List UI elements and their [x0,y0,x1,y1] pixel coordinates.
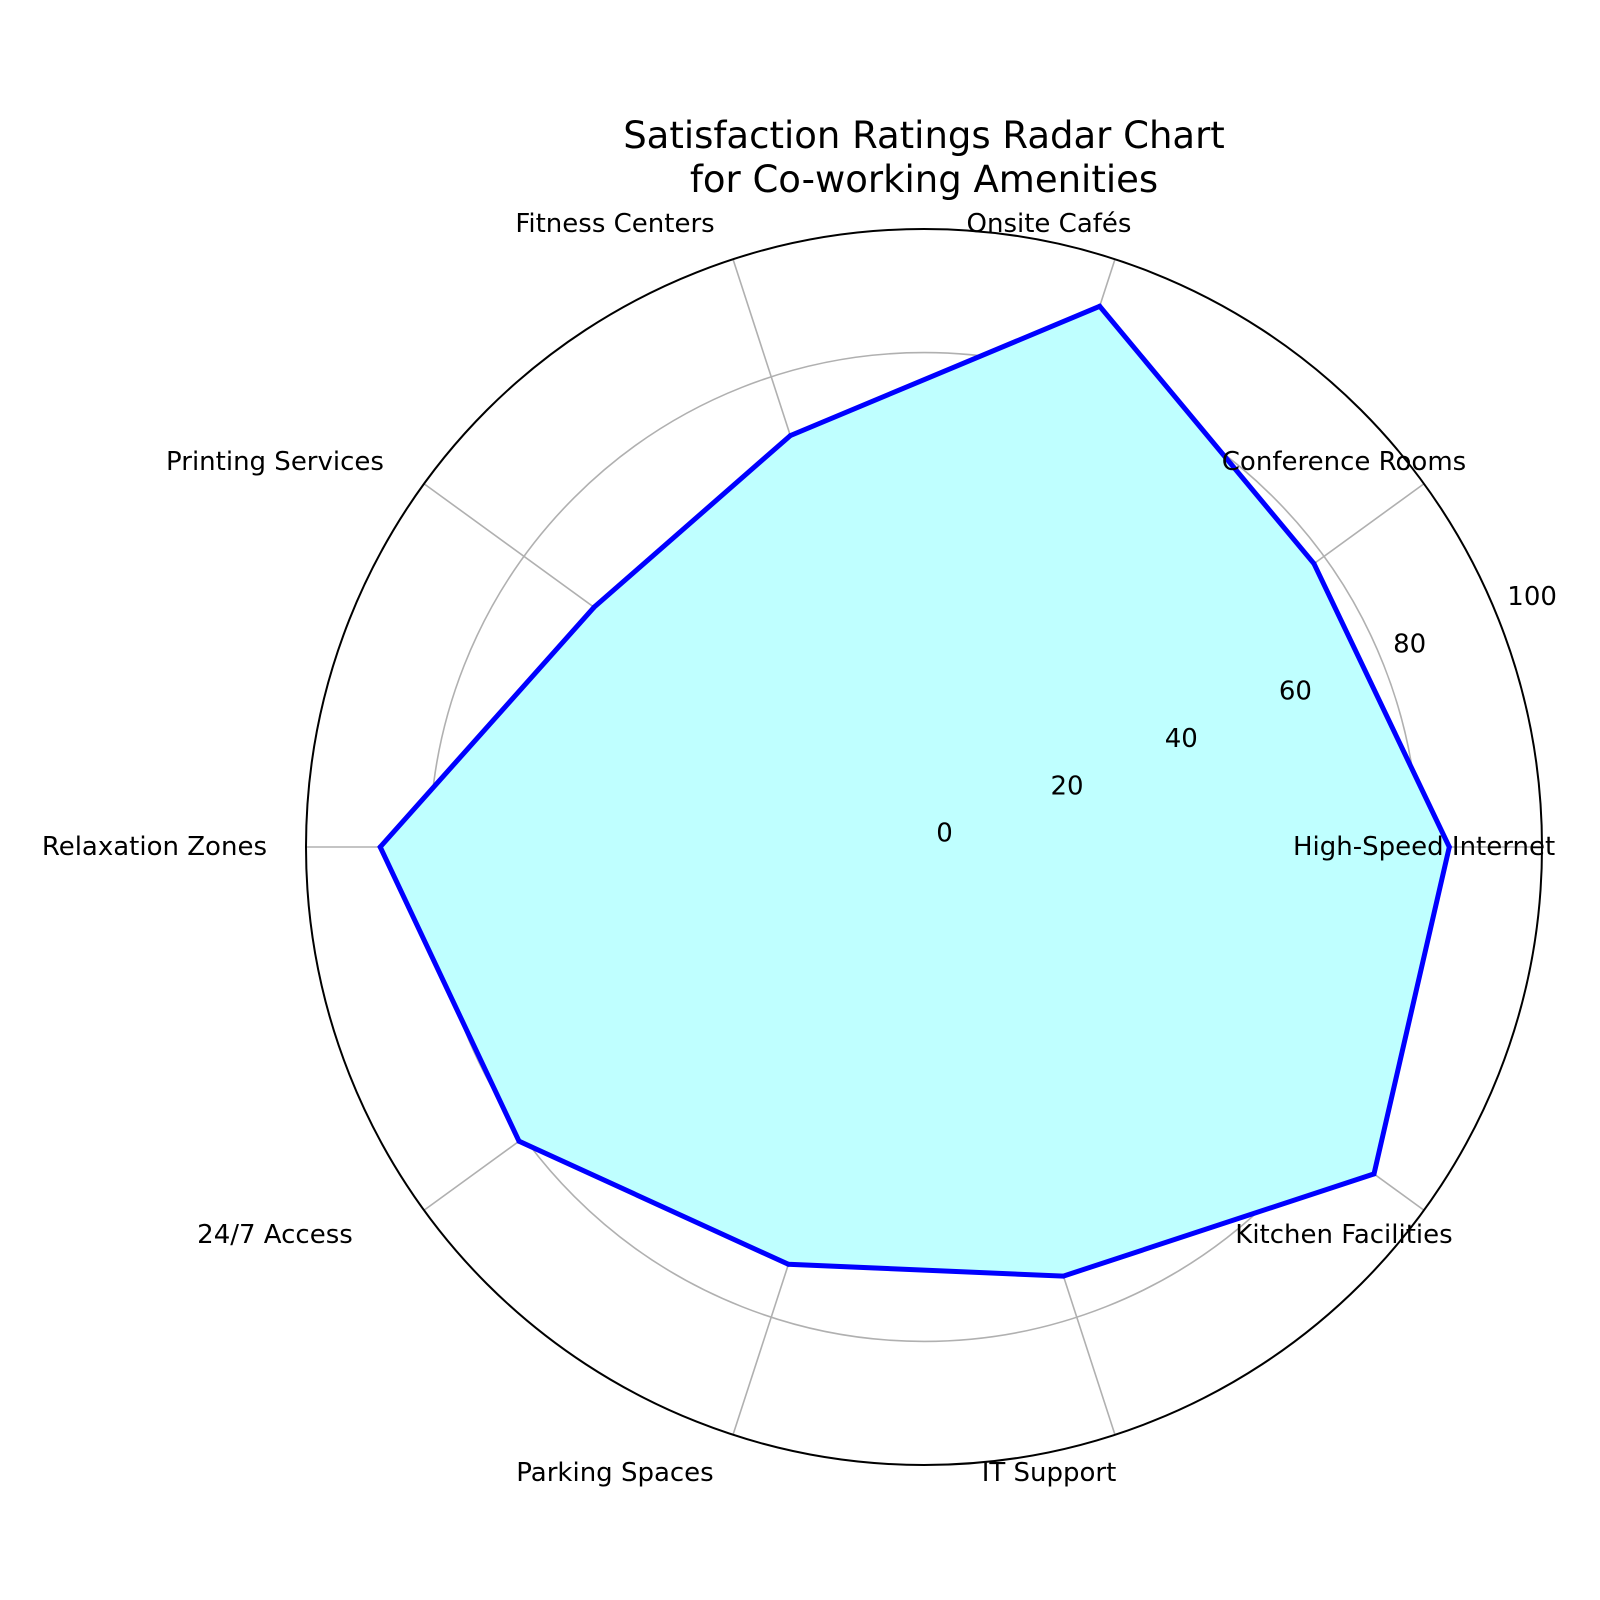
radar-labels: High-Speed Internet Conference Rooms Onsit… [42,209,1557,1488]
radial-tick-label: 0 [936,819,953,849]
data-point [787,433,793,439]
data-point [1371,1171,1377,1177]
radial-tick-label: 80 [1393,629,1426,659]
data-point [1060,1273,1066,1279]
data-point [1446,844,1452,850]
series-fill-area [380,306,1450,1277]
data-point [516,1138,522,1144]
category-label: Conference Rooms [1222,447,1466,477]
radar-series [377,303,1452,1279]
chart-title-line-1: Satisfaction Ratings Radar Chart [623,114,1225,157]
category-label: Fitness Centers [515,209,714,239]
data-point [1097,303,1103,309]
category-label: Relaxation Zones [42,832,267,862]
data-point [591,604,597,610]
radial-tick-label: 60 [1279,677,1312,707]
chart-title-line-2: for Co-working Amenities [690,158,1158,201]
outer-circle [305,228,1543,1466]
category-label: Printing Services [166,447,384,477]
radial-tick-label: 100 [1507,582,1557,612]
data-point [785,1261,791,1267]
radial-tick-label: 40 [1165,724,1198,754]
radial-tick-label: 20 [1051,771,1084,801]
category-label: Kitchen Facilities [1235,1220,1452,1250]
category-label: IT Support [982,1458,1117,1488]
data-point [377,844,383,850]
category-label: High-Speed Internet [1293,832,1555,862]
data-point [1311,561,1317,567]
category-label: Onsite Cafés [967,209,1132,239]
category-label: Parking Spaces [516,1458,713,1488]
category-label: 24/7 Access [197,1220,353,1250]
